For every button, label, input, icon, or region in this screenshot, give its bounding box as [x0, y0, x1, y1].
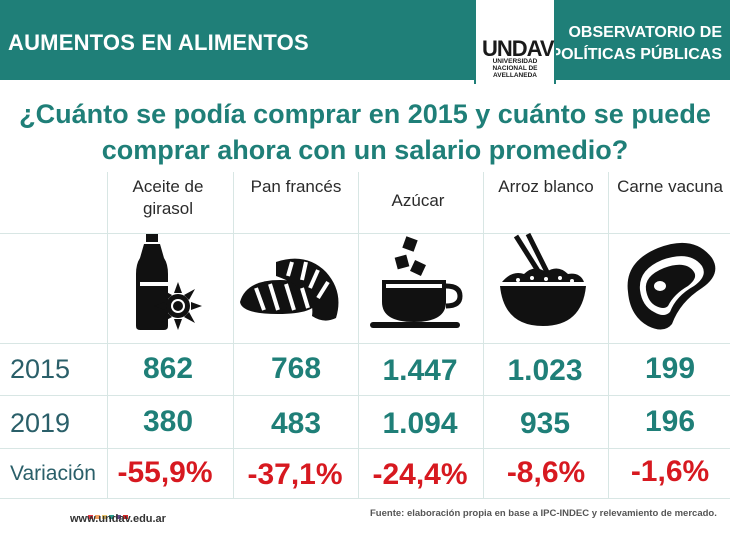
row-label-2019: 2019	[10, 408, 71, 438]
color-dot	[116, 515, 121, 519]
color-dot	[123, 515, 128, 519]
variation-arroz: -8,6%	[506, 456, 586, 489]
steak-icon	[627, 242, 716, 330]
variation-pan: -37,1%	[247, 458, 343, 491]
column-header-aceite: Aceite de girasol	[132, 177, 204, 218]
header-bar: AUMENTOS EN ALIMENTOS OBSERVATORIO DE PO…	[0, 0, 730, 80]
value-2015-arroz: 1.023	[507, 354, 583, 387]
value-2015-pan: 768	[270, 352, 322, 385]
logo-subtitle: UNIVERSIDAD NACIONAL DE AVELLANEDA	[492, 58, 538, 79]
grid-line	[483, 172, 484, 498]
source-note: Fuente: elaboración propia en base a IPC…	[370, 508, 717, 519]
rice-bowl-chopsticks-icon	[500, 232, 586, 326]
grid-line	[358, 172, 359, 498]
column-header-azucar: Azúcar	[391, 191, 445, 210]
grid-line	[107, 172, 108, 498]
grid-line	[0, 233, 730, 234]
grid-line	[0, 395, 730, 396]
variation-carne: -1,6%	[630, 455, 710, 488]
value-2015-azucar: 1.447	[382, 354, 458, 387]
question-heading: ¿Cuánto se podía comprar en 2015 y cuánt…	[19, 99, 711, 165]
logo-mark: UNDAV	[482, 36, 555, 61]
undav-logo: UNDAV UNIVERSIDAD NACIONAL DE AVELLANEDA	[474, 0, 556, 84]
color-dot	[95, 515, 100, 519]
column-header-carne: Carne vacuna	[617, 177, 723, 196]
sunflower-oil-bottle-icon	[136, 234, 202, 330]
row-label-2015: 2015	[10, 354, 71, 384]
grid-line	[0, 498, 730, 499]
website-link[interactable]: www.undav.edu.ar	[70, 513, 166, 525]
value-2019-carne: 196	[644, 405, 696, 438]
brand-color-dots	[88, 506, 130, 519]
value-2019-pan: 483	[270, 407, 322, 440]
row-label-variacion: Variación	[10, 462, 96, 485]
header-title: AUMENTOS EN ALIMENTOS	[8, 30, 309, 55]
value-2015-aceite: 862	[142, 352, 194, 385]
value-2019-azucar: 1.094	[382, 407, 458, 440]
color-dot	[109, 515, 114, 519]
coffee-cup-sugar-cubes-icon	[370, 236, 463, 328]
observatorio-title: OBSERVATORIO DE POLÍTICAS PÚBLICAS	[550, 24, 722, 63]
column-header-arroz: Arroz blanco	[498, 177, 594, 196]
value-2019-arroz: 935	[519, 407, 571, 440]
value-2019-aceite: 380	[142, 405, 194, 438]
grid-line	[608, 172, 609, 498]
grid-line	[0, 343, 730, 344]
variation-aceite: -55,9%	[117, 456, 213, 489]
grid-line	[233, 172, 234, 498]
bread-loaves-icon	[240, 258, 339, 321]
color-dot	[102, 515, 107, 519]
grid-line	[0, 448, 730, 449]
color-dot	[88, 515, 93, 519]
value-2015-carne: 199	[644, 352, 696, 385]
variation-azucar: -24,4%	[372, 458, 468, 491]
column-header-pan: Pan francés	[250, 177, 342, 196]
